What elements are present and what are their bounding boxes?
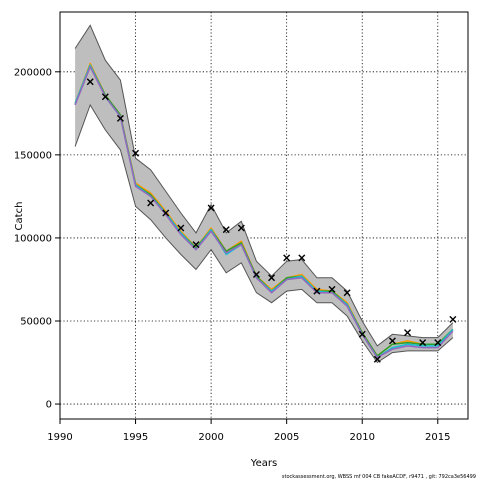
x-axis-label: Years	[250, 458, 277, 469]
observed-point	[434, 339, 442, 347]
x-tick-label: 2010	[349, 432, 374, 443]
observed-point	[222, 226, 230, 234]
observed-point-stroke	[404, 329, 412, 337]
x-tick-label: 1990	[47, 432, 72, 443]
observed-point-stroke	[86, 78, 94, 86]
observed-point	[147, 199, 155, 207]
observed-point-stroke	[252, 270, 260, 278]
observed-point	[388, 337, 396, 345]
observed-point-stroke	[162, 209, 170, 217]
observed-point	[192, 241, 200, 249]
footer-note: stockassessment.org, WBSS mf 004 CB fake…	[282, 474, 476, 480]
observed-point-stroke	[419, 339, 427, 347]
observed-point	[404, 329, 412, 337]
x-tick-label: 2005	[274, 432, 299, 443]
observed-point-stroke	[192, 241, 200, 249]
observed-point	[116, 114, 124, 122]
observed-point	[373, 355, 381, 363]
observed-point-stroke	[388, 337, 396, 345]
observed-point	[207, 204, 215, 212]
band-lower-edge	[74, 103, 454, 364]
observed-point-stroke	[283, 254, 291, 262]
x-tick-label: 1995	[123, 432, 148, 443]
observed-point-stroke	[132, 149, 140, 157]
observed-point-stroke	[358, 330, 366, 338]
observed-point	[449, 315, 457, 323]
observed-point	[328, 285, 336, 293]
observed-point-stroke	[373, 355, 381, 363]
observed-point	[358, 330, 366, 338]
y-axis-label: Catch	[14, 202, 25, 231]
observed-point	[177, 224, 185, 232]
observed-point	[268, 274, 276, 282]
plot-frame	[59, 11, 469, 420]
observed-markers-layer	[86, 78, 457, 363]
y-tick-label: 150000	[14, 150, 52, 161]
observed-point	[298, 254, 306, 262]
series-lines-layer	[74, 62, 454, 359]
observed-point-stroke	[268, 274, 276, 282]
observed-point-stroke	[237, 224, 245, 232]
y-tick-label: 50000	[20, 316, 52, 327]
y-tick-label: 0	[46, 400, 52, 411]
observed-point-stroke	[101, 93, 109, 101]
x-tick-label: 2015	[425, 432, 450, 443]
observed-point-stroke	[298, 254, 306, 262]
observed-point	[86, 78, 94, 86]
observed-point	[283, 254, 291, 262]
observed-point	[162, 209, 170, 217]
observed-point-stroke	[222, 226, 230, 234]
band-upper-edge	[74, 24, 454, 347]
y-tick-label: 100000	[14, 233, 52, 244]
observed-point-stroke	[313, 287, 321, 295]
axis-ticks: 1990 1995 2000 2005 2010 2015 0 50000 100000 1500…	[14, 67, 451, 443]
observed-point	[101, 93, 109, 101]
observed-point-stroke	[116, 114, 124, 122]
observed-point	[132, 149, 140, 157]
observed-point-stroke	[328, 285, 336, 293]
observed-point	[313, 287, 321, 295]
observed-point	[237, 224, 245, 232]
observed-point-stroke	[147, 199, 155, 207]
y-tick-label: 200000	[14, 67, 52, 78]
observed-point-stroke	[207, 204, 215, 212]
observed-point	[252, 270, 260, 278]
observed-point	[343, 289, 351, 297]
observed-point-stroke	[177, 224, 185, 232]
observed-point-stroke	[343, 289, 351, 297]
x-tick-label: 2000	[198, 432, 223, 443]
observed-point-stroke	[449, 315, 457, 323]
observed-point-stroke	[434, 339, 442, 347]
observed-point	[419, 339, 427, 347]
series-line-4	[74, 66, 454, 359]
